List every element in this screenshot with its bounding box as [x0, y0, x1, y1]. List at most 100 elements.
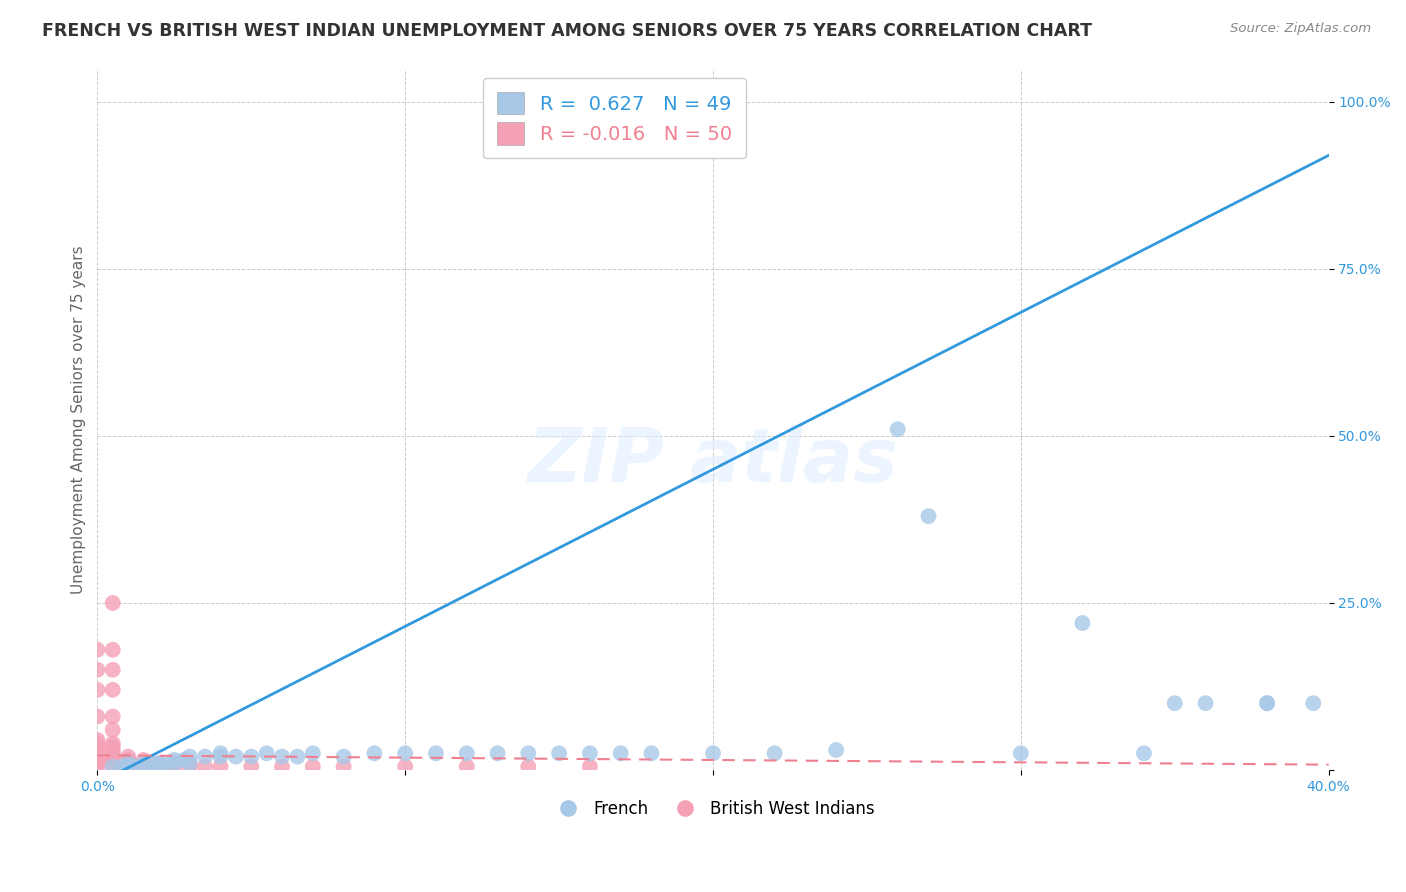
- Point: [456, 759, 478, 773]
- Point: [101, 642, 124, 657]
- Point: [240, 759, 263, 773]
- Point: [101, 736, 124, 750]
- Point: [173, 753, 195, 767]
- Point: [132, 756, 155, 771]
- Point: [101, 756, 124, 771]
- Point: [886, 422, 908, 436]
- Point: [579, 759, 602, 773]
- Point: [163, 756, 186, 771]
- Point: [86, 736, 108, 750]
- Point: [225, 749, 247, 764]
- Point: [117, 756, 139, 771]
- Point: [101, 709, 124, 723]
- Point: [86, 709, 108, 723]
- Point: [153, 756, 176, 771]
- Text: ZIP atlas: ZIP atlas: [527, 425, 898, 498]
- Point: [101, 739, 124, 754]
- Point: [287, 749, 309, 764]
- Point: [111, 759, 134, 773]
- Text: Source: ZipAtlas.com: Source: ZipAtlas.com: [1230, 22, 1371, 36]
- Point: [86, 759, 108, 773]
- Point: [194, 749, 217, 764]
- Point: [363, 747, 385, 761]
- Point: [256, 747, 278, 761]
- Legend: French, British West Indians: French, British West Indians: [544, 794, 882, 825]
- Point: [117, 756, 139, 771]
- Point: [101, 759, 124, 773]
- Point: [86, 739, 108, 754]
- Point: [1164, 696, 1187, 710]
- Point: [271, 759, 294, 773]
- Point: [86, 749, 108, 764]
- Point: [640, 747, 662, 761]
- Point: [825, 743, 848, 757]
- Point: [394, 747, 416, 761]
- Point: [456, 747, 478, 761]
- Point: [702, 747, 724, 761]
- Point: [209, 749, 232, 764]
- Point: [148, 756, 170, 771]
- Point: [517, 747, 540, 761]
- Point: [132, 759, 155, 773]
- Point: [101, 759, 124, 773]
- Point: [86, 682, 108, 697]
- Point: [86, 753, 108, 767]
- Point: [86, 642, 108, 657]
- Point: [486, 747, 509, 761]
- Point: [763, 747, 786, 761]
- Point: [917, 509, 939, 524]
- Point: [101, 749, 124, 764]
- Point: [101, 723, 124, 737]
- Point: [517, 759, 540, 773]
- Point: [394, 759, 416, 773]
- Point: [1256, 696, 1278, 710]
- Point: [101, 663, 124, 677]
- Point: [142, 756, 165, 771]
- Point: [124, 759, 146, 773]
- Point: [209, 759, 232, 773]
- Point: [1256, 696, 1278, 710]
- Point: [609, 747, 631, 761]
- Point: [117, 759, 139, 773]
- Point: [148, 756, 170, 771]
- Point: [301, 747, 323, 761]
- Point: [132, 753, 155, 767]
- Point: [132, 759, 155, 773]
- Point: [101, 753, 124, 767]
- Point: [117, 749, 139, 764]
- Point: [179, 756, 201, 771]
- Point: [148, 759, 170, 773]
- Point: [101, 682, 124, 697]
- Point: [101, 743, 124, 757]
- Point: [86, 733, 108, 747]
- Point: [332, 749, 354, 764]
- Point: [209, 747, 232, 761]
- Point: [132, 756, 155, 771]
- Point: [579, 747, 602, 761]
- Point: [101, 596, 124, 610]
- Point: [1010, 747, 1032, 761]
- Point: [163, 753, 186, 767]
- Point: [332, 759, 354, 773]
- Point: [548, 747, 571, 761]
- Point: [86, 756, 108, 771]
- Point: [1071, 615, 1094, 630]
- Point: [1194, 696, 1216, 710]
- Y-axis label: Unemployment Among Seniors over 75 years: Unemployment Among Seniors over 75 years: [72, 245, 86, 593]
- Point: [1302, 696, 1324, 710]
- Point: [301, 759, 323, 773]
- Point: [117, 759, 139, 773]
- Point: [86, 663, 108, 677]
- Point: [425, 747, 447, 761]
- Point: [1133, 747, 1156, 761]
- Point: [240, 749, 263, 764]
- Point: [179, 759, 201, 773]
- Point: [101, 747, 124, 761]
- Point: [148, 759, 170, 773]
- Text: FRENCH VS BRITISH WEST INDIAN UNEMPLOYMENT AMONG SENIORS OVER 75 YEARS CORRELATI: FRENCH VS BRITISH WEST INDIAN UNEMPLOYME…: [42, 22, 1092, 40]
- Point: [163, 759, 186, 773]
- Point: [117, 753, 139, 767]
- Point: [86, 747, 108, 761]
- Point: [194, 759, 217, 773]
- Point: [179, 756, 201, 771]
